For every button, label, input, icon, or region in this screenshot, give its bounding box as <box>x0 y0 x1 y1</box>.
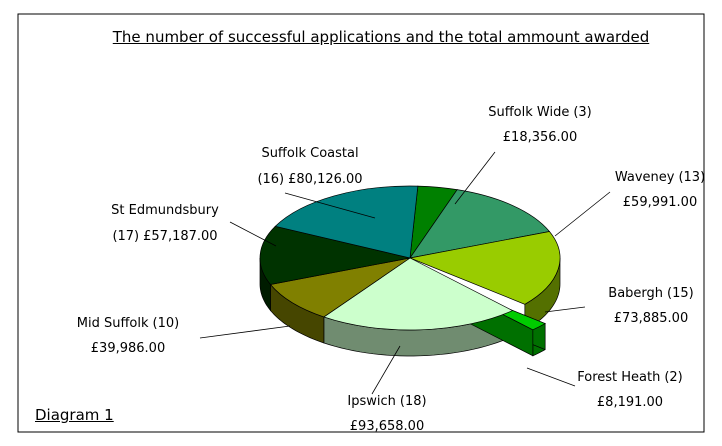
slice-label: Ipswich (18) £93,658.00 <box>347 394 426 434</box>
label-part: Suffolk Coastal <box>261 146 358 161</box>
label-part: £57,187.00 <box>143 229 217 244</box>
slice <box>259 225 411 285</box>
label-part: Ipswich <box>347 394 396 409</box>
leader-line <box>229 221 277 247</box>
slice-label: Mid Suffolk (10) £39,986.00 <box>77 316 179 356</box>
slice-label: Waveney (13) £59,991.00 <box>615 170 705 210</box>
label-part: (13) <box>678 170 705 185</box>
chart-title: The number of successful applications an… <box>112 28 650 46</box>
label-part: Mid Suffolk <box>77 316 149 331</box>
slice <box>408 231 561 305</box>
leader-line <box>544 306 586 313</box>
label-part: (17) <box>112 229 139 244</box>
label-part: (15) <box>667 286 694 301</box>
slice-label: Babergh (15) £73,885.00 <box>608 286 693 326</box>
leader-line <box>371 345 401 395</box>
leader-line <box>526 367 576 387</box>
frame <box>17 13 705 433</box>
label-part: £39,986.00 <box>91 341 165 356</box>
slice-label: Suffolk Coastal (16) £80,126.00 <box>257 146 362 187</box>
label-part: (3) <box>573 105 591 120</box>
label-part: (16) <box>257 172 284 187</box>
slice-label: St Edmundsbury (17) £57,187.00 <box>111 203 219 244</box>
label-part: £8,191.00 <box>597 395 663 410</box>
slice <box>274 185 419 259</box>
leader-line <box>554 191 611 237</box>
footer: Diagram 1 <box>35 406 114 424</box>
slice <box>323 257 514 331</box>
label-part: St Edmundsbury <box>111 203 219 218</box>
label-part: £59,991.00 <box>623 195 697 210</box>
leader-line <box>199 325 291 339</box>
slice-label: Forest Heath (2) £8,191.00 <box>577 370 683 410</box>
label-part: £80,126.00 <box>288 172 362 187</box>
label-part: Forest Heath <box>577 370 660 385</box>
leader-line <box>284 192 376 219</box>
label-part: £18,356.00 <box>503 130 577 145</box>
label-part: Waveney <box>615 170 675 185</box>
label-part: Suffolk Wide <box>488 105 569 120</box>
slice <box>269 257 411 318</box>
label-part: Babergh <box>608 286 663 301</box>
leader-line <box>454 151 496 205</box>
slice-label: Suffolk Wide (3) £18,356.00 <box>488 105 592 145</box>
label-part: £93,658.00 <box>350 419 424 434</box>
label-part: (10) <box>153 316 180 331</box>
label-part: (18) <box>400 394 427 409</box>
label-part: £73,885.00 <box>614 311 688 326</box>
label-part: (2) <box>664 370 682 385</box>
